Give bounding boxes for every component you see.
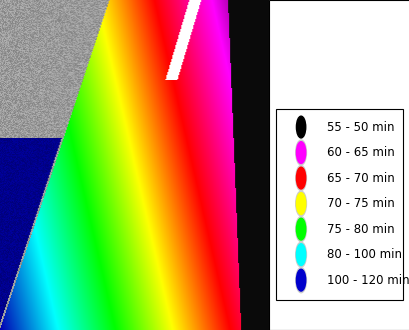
Circle shape	[295, 268, 306, 293]
Text: 100 - 120 min: 100 - 120 min	[326, 274, 408, 287]
Circle shape	[295, 242, 306, 267]
Circle shape	[295, 191, 306, 216]
Text: 75 - 80 min: 75 - 80 min	[326, 223, 393, 236]
Circle shape	[296, 193, 305, 215]
Circle shape	[296, 116, 305, 138]
Circle shape	[296, 167, 305, 189]
Text: 55 - 50 min: 55 - 50 min	[326, 120, 393, 134]
Text: 60 - 65 min: 60 - 65 min	[326, 146, 393, 159]
Circle shape	[296, 244, 305, 266]
Text: 80 - 100 min: 80 - 100 min	[326, 248, 400, 261]
Text: 70 - 75 min: 70 - 75 min	[326, 197, 393, 210]
Circle shape	[296, 269, 305, 291]
Text: 65 - 70 min: 65 - 70 min	[326, 172, 393, 184]
Bar	[275, 109, 402, 300]
Circle shape	[295, 216, 306, 242]
Circle shape	[295, 140, 306, 165]
Circle shape	[296, 218, 305, 240]
Circle shape	[295, 166, 306, 191]
Circle shape	[296, 142, 305, 163]
